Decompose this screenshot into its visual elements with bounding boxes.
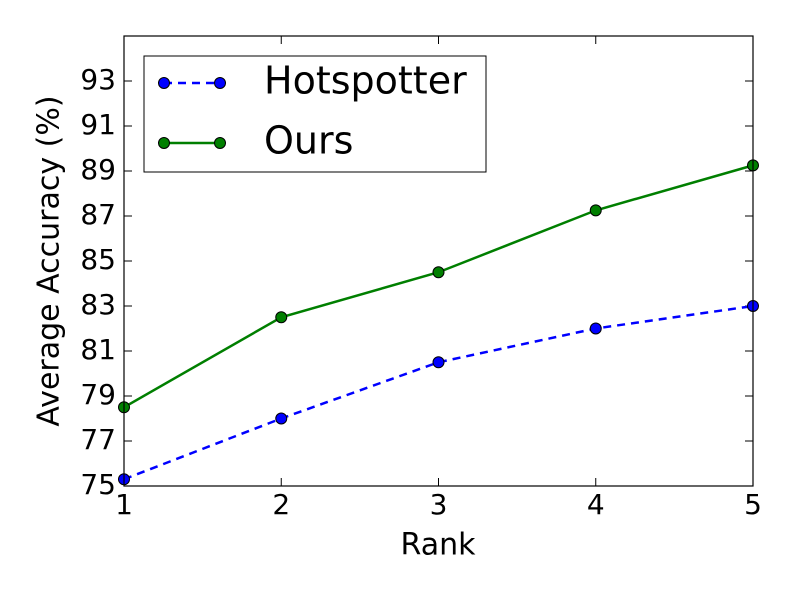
y-tick-label: 83	[80, 288, 116, 321]
plot-frame	[123, 35, 754, 487]
data-point	[275, 412, 288, 425]
x-axis-label: Rank	[401, 528, 477, 563]
data-point	[275, 311, 288, 324]
y-axis-label: Average Accuracy (%)	[32, 95, 67, 426]
y-tick-label: 85	[80, 243, 116, 276]
series-line	[123, 304, 754, 481]
data-point	[432, 266, 445, 279]
y-tick-label: 87	[80, 198, 116, 231]
data-point	[432, 356, 445, 369]
legend-marker	[214, 137, 226, 149]
data-point	[589, 322, 602, 335]
y-tick-label: 93	[80, 63, 116, 96]
legend-marker	[214, 77, 226, 89]
x-tick-label: 2	[272, 488, 290, 521]
x-tick-label: 5	[744, 488, 762, 521]
y-tick-label: 77	[80, 423, 116, 456]
legend-label: Ours	[264, 119, 353, 163]
y-tick-label: 79	[80, 378, 116, 411]
legend-label: Hotspotter	[264, 59, 467, 103]
legend-marker	[158, 77, 170, 89]
x-tick-label: 4	[587, 488, 605, 521]
x-tick-label: 1	[115, 488, 133, 521]
legend-box	[143, 55, 487, 173]
y-tick-label: 89	[80, 153, 116, 186]
x-tick-label: 3	[430, 488, 448, 521]
y-tick-label: 91	[80, 108, 116, 141]
data-point	[589, 204, 602, 217]
series-line	[123, 164, 754, 409]
y-tick-label: 75	[80, 468, 116, 501]
legend-marker	[158, 137, 170, 149]
y-tick-label: 81	[80, 333, 116, 366]
